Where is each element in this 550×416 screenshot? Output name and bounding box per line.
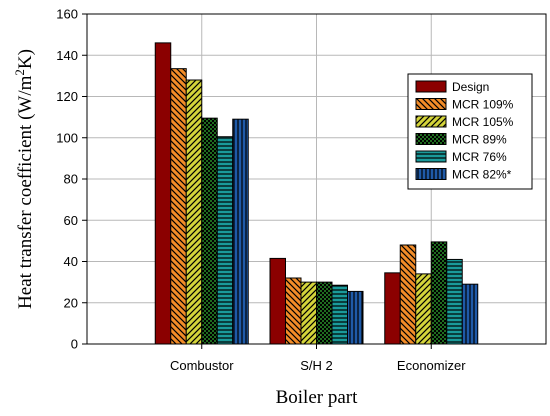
y-axis-title-main: Heat transfer coefficient (W/m (15, 75, 36, 309)
bar-combustor-5 (232, 118, 249, 345)
y-axis-ticks: 0 20 40 60 80 100 120 140 160 (56, 7, 87, 352)
legend-swatch (415, 80, 447, 93)
bar-combustor-2 (185, 79, 203, 345)
y-tick-label: 120 (56, 89, 78, 104)
bar-s-h-2-3 (316, 281, 333, 345)
legend: Design MCR 109% MCR 105% MCR 89% MCR 76% MCR … (407, 73, 533, 190)
y-tick-label: 80 (64, 172, 78, 187)
y-axis-title-superscript: 2 (12, 69, 27, 76)
legend-label: Design (452, 80, 489, 94)
bars (154, 42, 479, 345)
bar-economizer-2 (415, 273, 432, 345)
y-tick-label: 100 (56, 130, 78, 145)
legend-label: MCR 109% (452, 98, 514, 112)
bar-economizer-5 (461, 283, 479, 345)
legend-swatch (415, 98, 447, 110)
y-axis-title-tail: K) (15, 49, 36, 69)
x-tick-label: Combustor (170, 358, 234, 373)
y-tick-label: 160 (56, 7, 78, 22)
bar-s-h-2-1 (285, 277, 302, 345)
bar-economizer-1 (399, 244, 417, 345)
y-tick-label: 60 (64, 213, 78, 228)
bar-economizer-4 (446, 258, 463, 345)
legend-swatch (415, 150, 447, 163)
legend-label: MCR 105% (452, 115, 514, 129)
bar-s-h-2-5 (347, 290, 364, 345)
x-axis-ticks: Combustor S/H 2 Economizer (170, 344, 466, 373)
bar-combustor-1 (170, 68, 187, 345)
bar-combustor-4 (216, 136, 234, 345)
bar-combustor-3 (201, 117, 218, 345)
y-tick-label: 40 (64, 254, 78, 269)
legend-label: MCR 76% (452, 150, 507, 164)
legend-label: MCR 82%* (452, 168, 512, 182)
y-tick-label: 20 (64, 295, 78, 310)
y-tick-label: 140 (56, 48, 78, 63)
x-tick-label: S/H 2 (300, 358, 333, 373)
bar-s-h-2-4 (331, 284, 348, 345)
legend-swatch (415, 133, 447, 145)
x-tick-label: Economizer (397, 358, 466, 373)
bar-s-h-2-0 (269, 257, 286, 345)
bar-s-h-2-2 (300, 281, 317, 345)
bar-combustor-0 (154, 42, 172, 345)
y-tick-label: 0 (71, 337, 78, 352)
x-axis-title: Boiler part (276, 387, 359, 408)
bar-economizer-3 (430, 241, 448, 345)
bar-economizer-0 (384, 272, 401, 345)
legend-swatch (415, 168, 447, 180)
legend-swatch (415, 115, 447, 128)
y-axis-title: Heat transfer coefficient (W/m2K) (12, 49, 37, 309)
legend-label: MCR 89% (452, 133, 507, 147)
